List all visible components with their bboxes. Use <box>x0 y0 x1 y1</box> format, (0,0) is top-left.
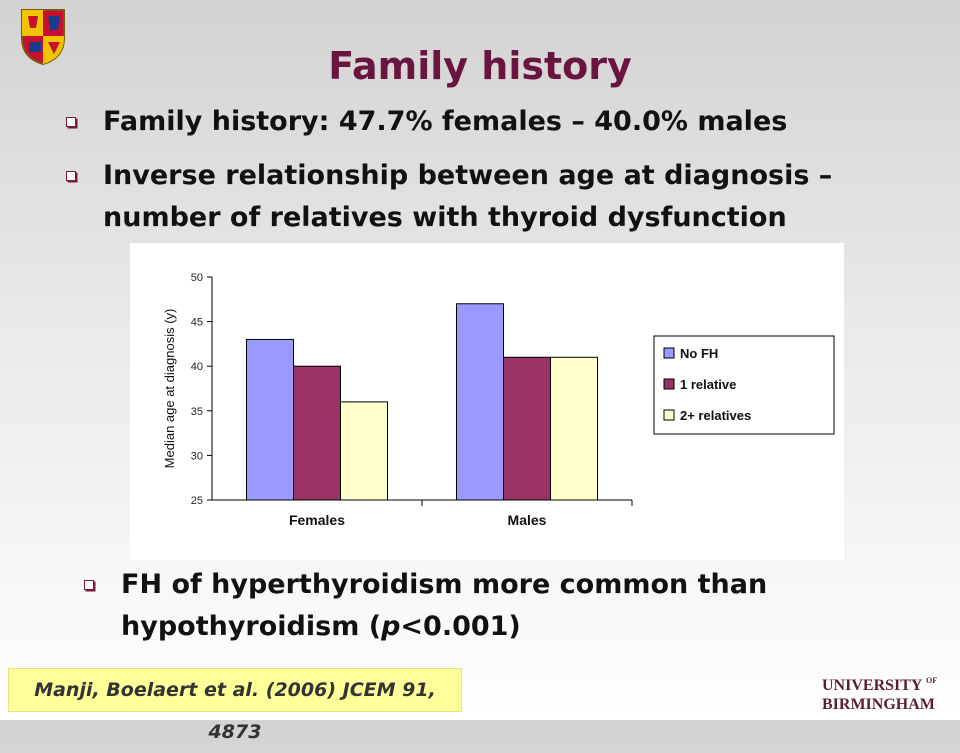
bar <box>503 356 551 501</box>
chart-svg: 25 30 35 40 45 50 Median age at diagnosis (y) F… <box>162 272 835 528</box>
y-axis-label: Median age at diagnosis (y) <box>162 309 177 469</box>
legend-swatch <box>663 409 675 421</box>
legend-swatch <box>663 378 675 390</box>
bar <box>550 356 598 501</box>
square-bullet-icon <box>66 171 76 181</box>
y-tick-label: 50 <box>191 272 203 284</box>
y-tick-label: 25 <box>191 495 203 507</box>
slide-title: Family history <box>328 44 632 88</box>
y-tick-label: 45 <box>191 317 203 329</box>
y-tick-label: 35 <box>191 406 203 418</box>
bar <box>456 303 504 501</box>
x-tick-label: Females <box>289 512 345 528</box>
bar-chart: 25 30 35 40 45 50 Median age at diagnosis (y) F… <box>130 243 844 560</box>
university-logo: UNIVERSITY OF BIRMINGHAM <box>822 676 937 713</box>
logo-birmingham: BIRMINGHAM <box>822 696 935 713</box>
bullet-hyperthyroidism: FH of hyperthyroidism more common than h… <box>84 564 924 648</box>
bullet-text: FH of hyperthyroidism more common than h… <box>84 564 924 648</box>
bullet-text: Family history: 47.7% females – 40.0% ma… <box>103 106 788 137</box>
bullet-text-part: <0.001) <box>400 611 521 642</box>
citation: Manji, Boelaert et al. (2006) JCEM 91, 4… <box>8 668 462 743</box>
legend-label: No FH <box>680 346 718 361</box>
university-crest-icon <box>21 9 65 66</box>
logo-university: UNIVERSITY <box>822 677 923 694</box>
bar <box>246 338 294 501</box>
legend-box <box>653 335 835 435</box>
legend-label: 1 relative <box>680 377 736 392</box>
p-value-symbol: p <box>381 611 401 642</box>
y-tick-label: 40 <box>191 361 203 373</box>
square-bullet-icon <box>66 117 76 127</box>
bullet-text-part: FH of hyperthyroidism more common than h… <box>121 569 768 642</box>
legend-swatch <box>663 347 675 359</box>
bullet-family-history: Family history: 47.7% females – 40.0% ma… <box>66 101 926 143</box>
square-bullet-icon <box>84 580 94 590</box>
bullet-text: Inverse relationship between age at diag… <box>103 160 833 233</box>
x-tick-label: Males <box>508 512 547 528</box>
y-tick-label: 30 <box>191 450 203 462</box>
bar <box>293 365 341 501</box>
bar <box>340 401 388 501</box>
legend-label: 2+ relatives <box>680 408 751 423</box>
bullet-inverse-relationship: Inverse relationship between age at diag… <box>66 155 926 239</box>
logo-of: OF <box>926 676 937 685</box>
